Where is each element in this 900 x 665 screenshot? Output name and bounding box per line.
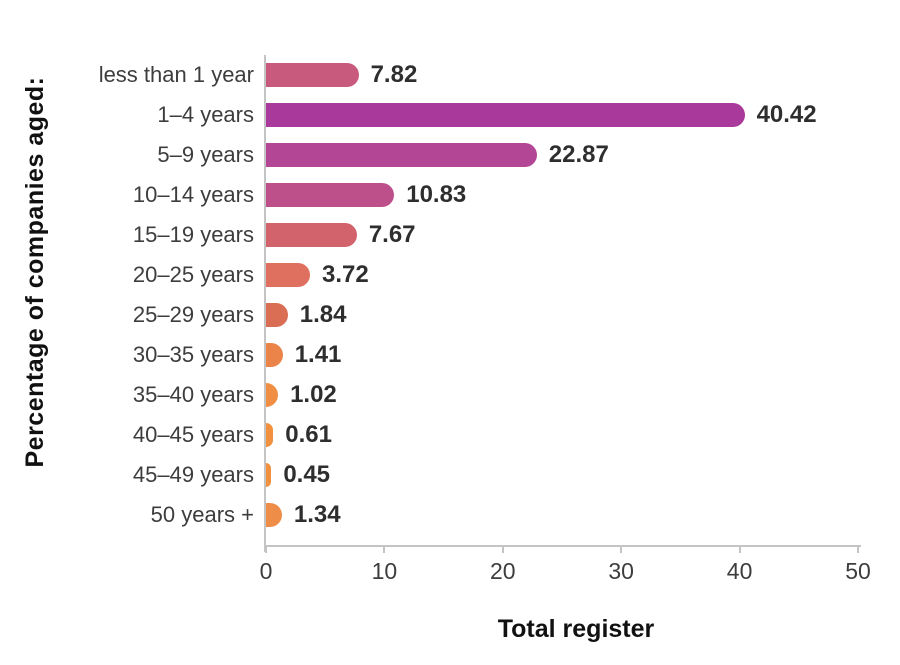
bar xyxy=(266,503,282,527)
bar xyxy=(266,223,357,247)
x-tick-label: 30 xyxy=(608,558,634,584)
bar-row: 40–45 years 0.61 xyxy=(0,415,900,455)
bar-row: 20–25 years 3.72 xyxy=(0,255,900,295)
bar xyxy=(266,383,279,407)
bar xyxy=(266,103,745,127)
value-label: 1.34 xyxy=(293,501,341,528)
x-tick-label: 10 xyxy=(371,558,398,584)
category-label: 15–19 years xyxy=(132,222,254,247)
category-label: 40–45 years xyxy=(132,422,254,447)
bar-row: 25–29 years 1.84 xyxy=(0,295,900,335)
bar xyxy=(266,263,311,287)
value-label: 1.02 xyxy=(290,381,337,408)
x-tick-mark xyxy=(738,545,741,553)
y-axis-line xyxy=(264,55,266,552)
value-label: 7.82 xyxy=(370,61,418,88)
category-label: 1–4 years xyxy=(157,102,254,127)
x-tick-label: 40 xyxy=(726,558,753,584)
value-label: 3.72 xyxy=(322,261,369,288)
bar xyxy=(266,303,288,327)
bar xyxy=(266,343,283,367)
bar-row: 15–19 years 7.67 xyxy=(0,215,900,255)
x-axis-title: Total register xyxy=(497,615,655,643)
bar-row: 30–35 years 1.41 xyxy=(0,335,900,375)
bar xyxy=(266,463,272,487)
bar-row: 45–49 years 0.45 xyxy=(0,455,900,495)
value-label: 40.42 xyxy=(756,101,817,128)
x-tick-mark xyxy=(620,545,623,553)
value-label: 22.87 xyxy=(548,141,609,168)
x-tick-label: 50 xyxy=(845,558,871,584)
value-label: 0.45 xyxy=(283,461,331,488)
x-tick-mark xyxy=(383,545,386,553)
value-label: 10.83 xyxy=(406,181,467,208)
bar-row: 10–14 years 10.83 xyxy=(0,175,900,215)
bar-row: 5–9 years 22.87 xyxy=(0,135,900,175)
value-label: 0.61 xyxy=(285,421,332,448)
category-label: 25–29 years xyxy=(132,302,254,327)
category-label: 35–40 years xyxy=(132,382,254,407)
bar xyxy=(266,143,537,167)
bar-row: 50 years + 1.34 xyxy=(0,495,900,535)
bar-row: 1–4 years 40.42 xyxy=(0,95,900,135)
category-label: 5–9 years xyxy=(157,142,254,167)
category-label: 10–14 years xyxy=(132,182,254,207)
x-tick-label: 0 xyxy=(259,558,273,584)
value-label: 7.67 xyxy=(368,221,416,248)
x-tick-mark xyxy=(265,545,267,553)
category-label: 45–49 years xyxy=(132,462,254,487)
x-axis-line xyxy=(264,545,861,547)
bar-row: less than 1 year 7.82 xyxy=(0,55,900,95)
x-tick-label: 20 xyxy=(490,558,516,584)
bar xyxy=(266,423,274,447)
category-label: less than 1 year xyxy=(98,62,254,87)
bar-row: 35–40 years 1.02 xyxy=(0,375,900,415)
value-label: 1.84 xyxy=(299,301,347,328)
x-tick-mark xyxy=(501,545,504,553)
value-label: 1.41 xyxy=(294,341,342,368)
category-label: 30–35 years xyxy=(132,342,254,367)
bar xyxy=(266,63,359,87)
bar xyxy=(266,183,395,207)
x-tick-mark xyxy=(857,545,859,553)
category-label: 20–25 years xyxy=(132,262,254,287)
category-label: 50 years + xyxy=(150,502,254,527)
